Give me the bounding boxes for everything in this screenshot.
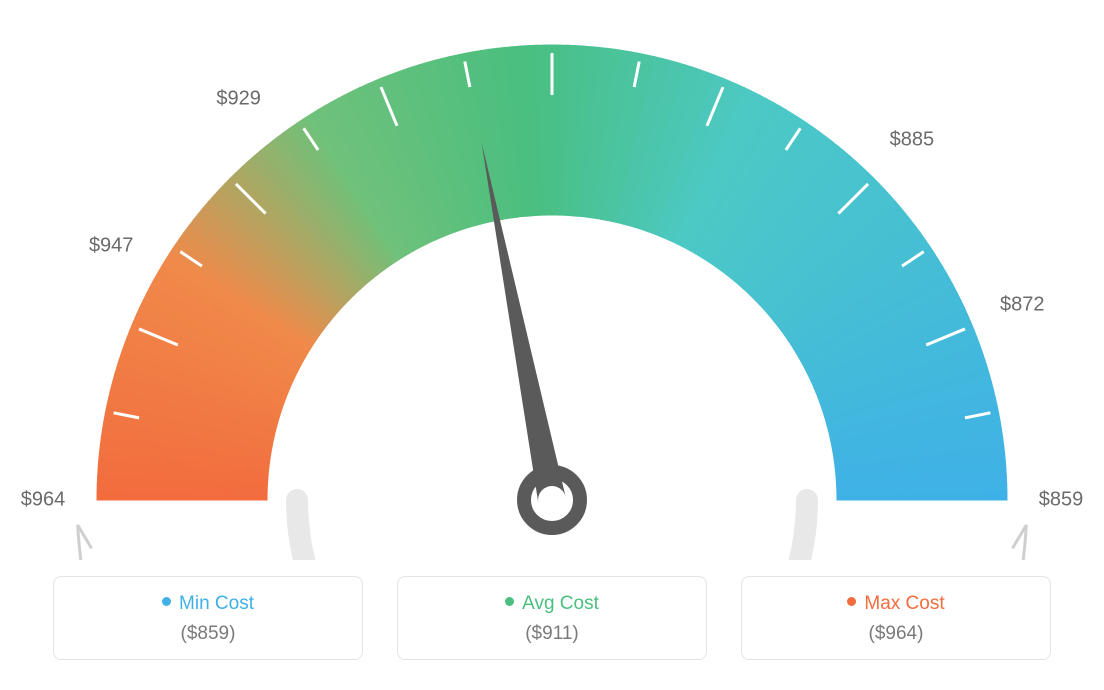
gauge-tick-label: $885 [890,129,935,152]
legend-max-title: Max Cost [742,593,1050,615]
gauge-tick-label: $964 [21,489,66,512]
legend-avg-title: Avg Cost [398,593,706,615]
gauge-tick-label: $911 [530,0,573,3]
gauge-chart [0,0,1104,560]
legend-max-value: ($964) [742,623,1050,645]
dot-icon [505,597,514,606]
gauge-tick-label: $859 [1039,489,1084,512]
legend-min-title: Min Cost [54,593,362,615]
gauge-band [97,45,1007,500]
legend-card-max: Max Cost ($964) [741,576,1051,660]
legend-avg-label: Avg Cost [522,593,599,614]
cost-gauge-widget: $859 $872 $885 $911 $929 $947 $964 Min Cost ($… [0,0,1104,690]
gauge-tick-label: $929 [216,87,261,110]
legend-card-avg: Avg Cost ($911) [397,576,707,660]
gauge-area: $859 $872 $885 $911 $929 $947 $964 [0,0,1104,560]
legend-card-min: Min Cost ($859) [53,576,363,660]
legend-max-label: Max Cost [864,593,944,614]
legend-min-label: Min Cost [179,593,254,614]
legend-row: Min Cost ($859) Avg Cost ($911) Max Cost… [0,576,1104,660]
gauge-tick-label: $872 [1000,294,1045,317]
legend-avg-value: ($911) [398,623,706,645]
dot-icon [162,597,171,606]
dot-icon [847,597,856,606]
gauge-tick-label: $947 [89,234,134,257]
legend-min-value: ($859) [54,623,362,645]
